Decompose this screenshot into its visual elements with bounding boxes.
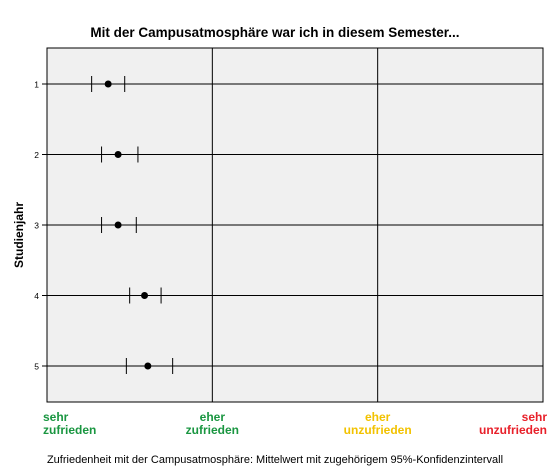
y-tick-label: 2 <box>34 150 39 160</box>
y-tick-label: 4 <box>34 291 39 301</box>
x-tick-label-line1: eher <box>364 410 391 424</box>
x-tick-label: eher zufrieden <box>152 411 272 437</box>
mean-point <box>144 362 152 370</box>
x-axis-label: Zufriedenheit mit der Campusatmosphäre: … <box>46 454 504 466</box>
x-tick-label: sehr zufrieden <box>43 411 163 437</box>
y-tick-label: 3 <box>34 221 39 231</box>
x-tick-label-line1: sehr <box>43 410 69 424</box>
x-tick-label-line2: unzufrieden <box>479 423 547 437</box>
mean-point <box>141 292 149 299</box>
x-tick-label-line2: unzufrieden <box>343 423 412 437</box>
mean-point <box>104 80 112 88</box>
x-tick-label-line2: zufrieden <box>43 423 97 437</box>
x-tick-label-line1: eher <box>199 410 225 424</box>
x-tick-label-line2: zufrieden <box>185 423 239 437</box>
y-tick-label: 5 <box>34 362 39 372</box>
x-tick-label: sehr unzufrieden <box>427 411 547 437</box>
x-tick-label: eher unzufrieden <box>318 411 438 437</box>
y-tick-label: 1 <box>34 80 39 90</box>
mean-point <box>114 221 122 229</box>
mean-point <box>114 151 122 158</box>
chart-title: Mit der Campusatmosphäre war ich in dies… <box>90 25 460 40</box>
x-tick-label-line1: sehr <box>521 410 547 424</box>
